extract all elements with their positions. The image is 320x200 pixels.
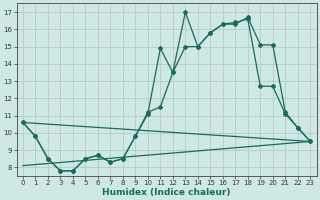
X-axis label: Humidex (Indice chaleur): Humidex (Indice chaleur)	[102, 188, 231, 197]
